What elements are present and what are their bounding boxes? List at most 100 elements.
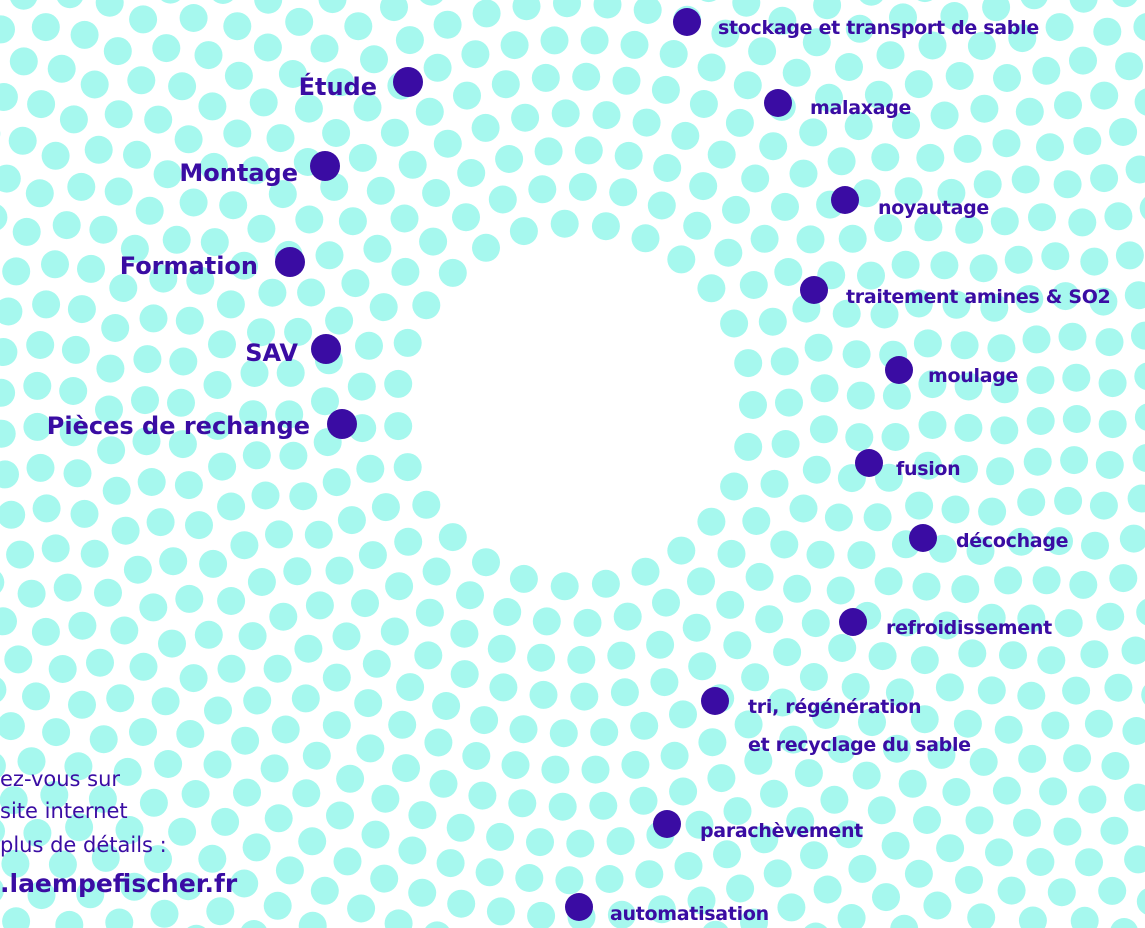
pattern-dot	[89, 216, 117, 244]
pattern-dot	[698, 54, 726, 82]
pattern-dot	[461, 40, 489, 68]
pattern-dot	[1099, 369, 1127, 397]
pattern-dot	[857, 0, 885, 6]
pattern-dot	[527, 644, 555, 672]
pattern-dot	[258, 279, 286, 307]
pattern-dot	[958, 639, 986, 667]
pattern-dot	[1133, 444, 1145, 472]
pattern-dot	[422, 179, 450, 207]
pattern-dot	[363, 650, 391, 678]
pattern-dot	[916, 144, 944, 172]
pattern-dot	[176, 307, 204, 335]
pattern-dot	[1135, 403, 1145, 431]
pattern-dot	[652, 589, 680, 617]
pattern-dot	[1019, 907, 1047, 928]
step-dot	[653, 810, 681, 838]
pattern-dot	[472, 234, 500, 262]
pattern-dot	[1122, 717, 1145, 745]
step-dot	[701, 687, 729, 715]
pattern-dot	[652, 76, 680, 104]
pattern-dot	[634, 0, 662, 24]
pattern-dot	[323, 664, 351, 692]
pattern-dot	[999, 641, 1027, 669]
pattern-dot	[180, 189, 208, 217]
pattern-dot	[139, 593, 167, 621]
pattern-dot	[204, 371, 232, 399]
pattern-dot	[1128, 485, 1145, 513]
pattern-dot	[472, 114, 500, 142]
pattern-dot	[802, 923, 830, 928]
pattern-dot	[650, 668, 678, 696]
pattern-dot	[68, 295, 96, 323]
pattern-dot	[151, 900, 179, 928]
service-label: Pièces de rechange	[47, 412, 310, 440]
pattern-dot	[68, 612, 96, 640]
pattern-dot	[613, 67, 641, 95]
pattern-dot	[264, 655, 292, 683]
pattern-dot	[292, 779, 320, 807]
pattern-dot	[510, 715, 538, 743]
pattern-dot	[195, 41, 223, 69]
pattern-dot	[820, 786, 848, 814]
pattern-dot	[356, 455, 384, 483]
pattern-dot	[434, 130, 462, 158]
pattern-dot	[1104, 202, 1132, 230]
pattern-dot	[131, 386, 159, 414]
pattern-dot	[96, 355, 124, 383]
pattern-dot	[334, 847, 362, 875]
pattern-dot	[96, 0, 124, 17]
pattern-dot	[86, 649, 114, 677]
pattern-dot	[621, 751, 649, 779]
pattern-dot	[688, 652, 716, 680]
pattern-dot	[0, 501, 25, 529]
pattern-dot	[510, 565, 538, 593]
pattern-dot	[279, 442, 307, 470]
pattern-dot	[1017, 488, 1045, 516]
pattern-dot	[64, 459, 92, 487]
pattern-dot	[1075, 848, 1103, 876]
pattern-dot	[447, 890, 475, 918]
pattern-dot	[827, 577, 855, 605]
pattern-dot	[882, 832, 910, 860]
pattern-dot	[1032, 57, 1060, 85]
pattern-dot	[217, 587, 245, 615]
pattern-dot	[414, 641, 442, 669]
pattern-dot	[1093, 18, 1121, 46]
pattern-dot	[1054, 91, 1082, 119]
pattern-dot	[1062, 677, 1090, 705]
pattern-dot	[890, 915, 918, 928]
pattern-dot	[593, 101, 621, 129]
pattern-dot	[732, 0, 760, 17]
pattern-dot	[68, 691, 96, 719]
pattern-dot	[716, 591, 744, 619]
pattern-dot	[97, 436, 125, 464]
pattern-dot	[206, 897, 234, 925]
pattern-dot	[1046, 13, 1074, 41]
pattern-dot	[607, 642, 635, 670]
pattern-dot	[252, 482, 280, 510]
pattern-dot	[470, 706, 498, 734]
pattern-dot	[265, 520, 293, 548]
pattern-dot	[630, 787, 658, 815]
pattern-dot	[811, 374, 839, 402]
pattern-dot	[306, 591, 334, 619]
pattern-dot	[49, 655, 77, 683]
pattern-dot	[669, 700, 697, 728]
pattern-dot	[175, 125, 203, 153]
pattern-dot	[243, 833, 271, 861]
pattern-dot	[648, 192, 676, 220]
service-label: SAV	[245, 339, 298, 367]
pattern-dot	[416, 98, 444, 126]
step-label: stockage et transport de sable	[718, 17, 1039, 39]
pattern-dot	[720, 310, 748, 338]
service-dot	[327, 409, 357, 439]
pattern-dot	[695, 0, 723, 2]
pattern-dot	[325, 307, 353, 335]
pattern-dot	[1041, 712, 1069, 740]
diagram: ÉtudeMontageFormationSAVPièces de rechan…	[0, 0, 1145, 928]
pattern-dot	[419, 228, 447, 256]
pattern-dot	[942, 496, 970, 524]
pattern-dot	[1078, 786, 1106, 814]
pattern-dot	[739, 391, 767, 419]
pattern-dot	[489, 186, 517, 214]
